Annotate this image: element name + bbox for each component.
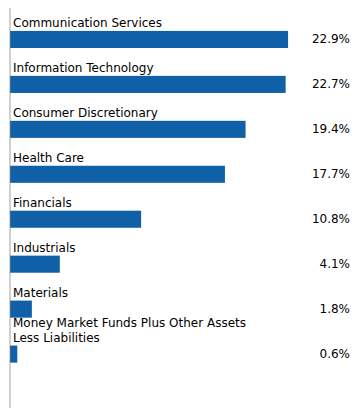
category-label: Health Care	[13, 151, 84, 165]
value-label: 10.8%	[312, 212, 350, 226]
chart: Communication Services 22.9% Information T…	[0, 0, 360, 416]
bar	[10, 301, 32, 318]
bar	[10, 31, 288, 48]
category-label: Consumer Discretionary	[13, 106, 158, 120]
labels: Communication Services 22.9% Information T…	[13, 16, 350, 361]
bar	[10, 211, 141, 228]
bar	[10, 256, 60, 273]
category-label: Industrials	[13, 241, 76, 255]
value-label: 19.4%	[312, 122, 350, 136]
value-label: 4.1%	[320, 257, 351, 271]
bar	[10, 121, 246, 138]
value-label: 22.9%	[312, 32, 350, 46]
category-label: Financials	[13, 196, 72, 210]
value-label: 0.6%	[320, 347, 351, 361]
category-label: Communication Services	[13, 16, 162, 30]
bars	[10, 31, 288, 363]
value-label: 22.7%	[312, 77, 350, 91]
category-label: Money Market Funds Plus Other AssetsLess…	[13, 316, 246, 344]
category-label: Information Technology	[13, 61, 154, 75]
bar	[10, 166, 225, 183]
axis-line	[10, 8, 11, 408]
value-label: 1.8%	[320, 302, 351, 316]
category-label: Materials	[13, 286, 68, 300]
bar	[10, 76, 286, 93]
value-label: 17.7%	[312, 167, 350, 181]
bar	[10, 346, 17, 363]
